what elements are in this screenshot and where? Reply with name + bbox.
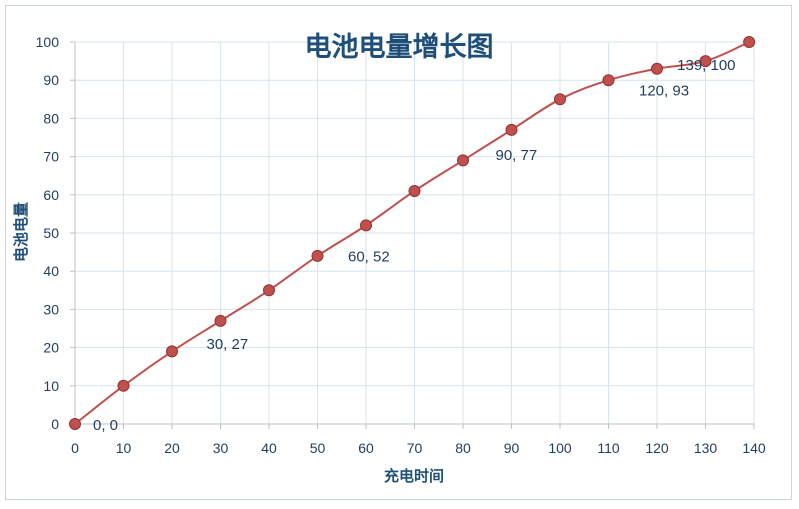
data-point	[408, 184, 421, 197]
data-point	[166, 345, 178, 358]
y-axis-ticks: 0 10 20 30 40 50 60 70 80 90 100	[36, 34, 60, 432]
series-markers	[69, 36, 756, 430]
x-tick-label: 80	[455, 440, 471, 456]
data-label: 60, 52	[348, 248, 390, 265]
data-point	[214, 314, 227, 327]
axes	[70, 41, 755, 429]
x-tick-label: 30	[213, 440, 229, 456]
data-label: 139, 100	[677, 57, 735, 74]
y-tick-label: 70	[43, 149, 59, 165]
data-point	[117, 379, 130, 392]
data-point	[311, 249, 324, 262]
chart-title: 电池电量增长图	[305, 31, 494, 63]
y-tick-label: 100	[36, 34, 60, 50]
x-tick-label: 10	[116, 440, 132, 456]
data-label: 30, 27	[207, 336, 249, 353]
x-axis-title: 充电时间	[384, 467, 444, 485]
x-tick-label: 20	[164, 440, 180, 456]
data-label: 90, 77	[496, 147, 538, 164]
x-tick-label: 0	[71, 440, 79, 456]
data-point	[505, 123, 518, 136]
y-tick-label: 30	[43, 301, 59, 317]
data-point	[360, 219, 372, 232]
data-labels: 0, 0 30, 27 60, 52 90, 77 120, 93 139, 100	[93, 57, 736, 434]
y-tick-label: 60	[43, 187, 59, 203]
x-tick-label: 60	[358, 440, 374, 456]
data-point	[69, 418, 81, 430]
data-point	[699, 55, 712, 68]
x-tick-label: 130	[694, 440, 718, 456]
data-point	[457, 154, 469, 167]
data-point	[263, 284, 275, 297]
x-tick-label: 70	[407, 440, 423, 456]
x-tick-label: 40	[261, 440, 277, 456]
x-axis-ticks: 0 10 20 30 40 50 60 70 80 90 100 110 120 130 140	[71, 440, 766, 456]
y-tick-label: 20	[43, 340, 59, 356]
data-point	[743, 36, 756, 48]
y-tick-label: 90	[43, 72, 59, 88]
y-axis-title: 电池电量	[12, 202, 30, 262]
grid-lines	[75, 41, 755, 424]
data-point	[651, 62, 663, 75]
chart-frame	[5, 5, 792, 500]
data-point	[602, 74, 615, 87]
data-label: 120, 93	[639, 83, 689, 100]
x-tick-label: 120	[645, 440, 669, 456]
y-tick-label: 80	[43, 110, 59, 126]
x-tick-label: 110	[597, 440, 620, 456]
data-label: 0, 0	[93, 417, 118, 434]
x-tick-label: 50	[310, 440, 326, 456]
data-point	[554, 93, 566, 106]
y-tick-label: 10	[43, 378, 59, 394]
y-tick-label: 50	[43, 225, 59, 241]
y-tick-label: 0	[51, 416, 59, 432]
x-tick-label: 140	[742, 440, 766, 456]
x-tick-label: 100	[548, 440, 572, 456]
y-tick-label: 40	[43, 263, 59, 279]
x-tick-label: 90	[504, 440, 520, 456]
